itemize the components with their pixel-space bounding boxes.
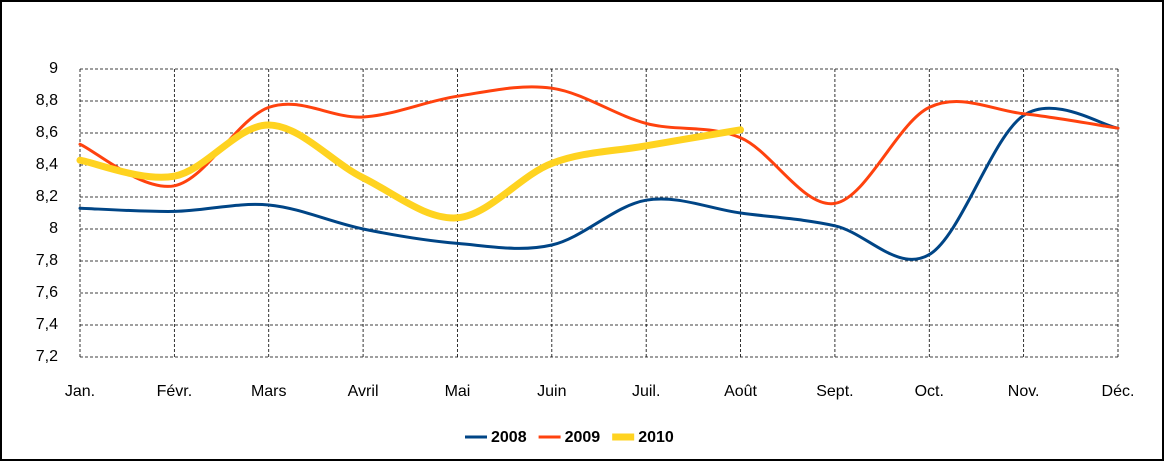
x-tick-label: Mai — [445, 383, 471, 400]
x-tick-label: Nov. — [1008, 383, 1040, 400]
x-tick-label: Juil. — [632, 383, 660, 400]
x-tick-label: Sept. — [816, 383, 853, 400]
legend-label: 2010 — [638, 429, 674, 446]
legend-label: 2009 — [565, 429, 601, 446]
x-tick-label: Avril — [348, 383, 379, 400]
y-tick-label: 8,4 — [36, 156, 58, 173]
y-tick-label: 7,2 — [36, 348, 58, 365]
y-tick-label: 8,6 — [36, 124, 58, 141]
line-series — [78, 106, 1120, 261]
y-tick-label: 7,6 — [36, 284, 58, 301]
legend-label: 2008 — [491, 429, 527, 446]
y-tick-label: 7,8 — [36, 252, 58, 269]
x-tick-label: Févr. — [157, 383, 193, 400]
y-tick-label: 8,2 — [36, 188, 58, 205]
y-tick-label: 8,8 — [36, 92, 58, 109]
line-series — [76, 121, 745, 222]
y-tick-label: 7,4 — [36, 316, 58, 333]
x-tick-label: Mars — [251, 383, 287, 400]
x-tick-label: Juin — [537, 383, 566, 400]
x-tick-label: Oct. — [915, 383, 944, 400]
x-tick-label: Août — [724, 383, 757, 400]
x-tick-label: Déc. — [1102, 383, 1135, 400]
y-tick-label: 8 — [49, 220, 58, 237]
x-tick-label: Jan. — [65, 383, 95, 400]
y-tick-label: 9 — [49, 60, 58, 77]
legend: 2008 2009 2010 — [465, 429, 674, 446]
line-series — [78, 85, 1120, 205]
